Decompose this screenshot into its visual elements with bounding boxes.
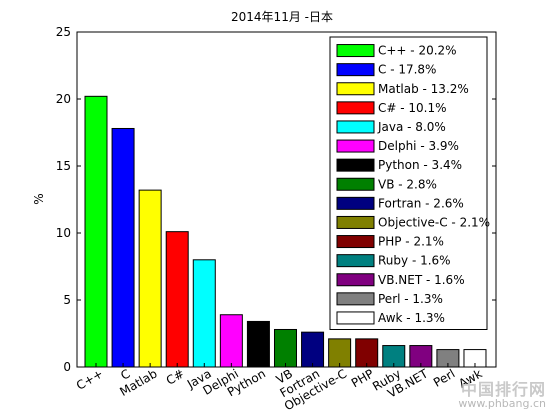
bar-3: [165, 231, 189, 368]
bar-6: [246, 320, 270, 368]
bar-9: [328, 338, 352, 368]
legend-swatch-11: [336, 254, 375, 268]
legend-label-5: Delphi - 3.9%: [378, 139, 459, 153]
bar-1: [111, 127, 135, 368]
legend-label-7: VB - 2.8%: [378, 177, 437, 191]
watermark: 中国排行网 www.phbang.cn: [458, 379, 546, 411]
legend-label-4: Java - 8.0%: [377, 120, 446, 134]
legend-swatch-14: [336, 311, 375, 325]
bars-group: [84, 95, 487, 368]
bar-0: [84, 95, 108, 368]
legend-label-12: VB.NET - 1.6%: [378, 273, 465, 287]
legend-swatch-12: [336, 273, 375, 287]
plot-frame: [76, 31, 497, 368]
bar-7: [273, 328, 297, 368]
legend-swatch-10: [336, 235, 375, 249]
y-tick-label-5: 25: [56, 25, 71, 39]
chart-title: 2014年11月 -日本: [231, 10, 333, 24]
watermark-text: 中国排行网: [460, 379, 546, 399]
legend-label-2: Matlab - 13.2%: [378, 82, 469, 96]
legend-swatch-2: [336, 82, 375, 96]
legend-swatch-6: [336, 158, 375, 172]
legend-swatch-7: [336, 177, 375, 191]
legend-label-6: Python - 3.4%: [378, 158, 462, 172]
legend-swatch-5: [336, 139, 375, 153]
y-tick-label-4: 20: [56, 92, 71, 106]
legend-label-8: Fortran - 2.6%: [378, 196, 464, 210]
x-tick-label-0: C++: [74, 366, 106, 392]
legend-label-10: PHP - 2.1%: [378, 235, 444, 249]
y-tick-label-2: 10: [56, 226, 71, 240]
legend-label-1: C - 17.8%: [378, 63, 436, 77]
y-tick-label-3: 15: [56, 159, 71, 173]
legend-swatch-13: [336, 292, 375, 306]
legend-swatch-3: [336, 101, 375, 115]
legend-label-0: C++ - 20.2%: [378, 44, 457, 58]
legend-swatch-1: [336, 63, 375, 77]
bar-8: [301, 331, 325, 368]
y-tick-label-1: 5: [63, 293, 71, 307]
bar-10: [355, 338, 379, 368]
legend-swatch-4: [336, 120, 375, 134]
legend-label-13: Perl - 1.3%: [378, 292, 443, 306]
watermark-url: www.phbang.cn: [458, 397, 546, 411]
legend-swatch-8: [336, 196, 375, 210]
y-axis-ticks: 0 5 10 15 20 25: [56, 25, 496, 374]
x-tick-label-13: Perl: [431, 366, 457, 389]
x-tick-label-3: C#: [164, 366, 187, 387]
legend-label-14: Awk - 1.3%: [378, 311, 445, 325]
legend-label-9: Objective-C - 2.1%: [378, 215, 490, 229]
y-axis-label: %: [32, 193, 46, 204]
bar-5: [219, 314, 243, 368]
legend-label-11: Ruby - 1.6%: [378, 254, 451, 268]
bar-2: [138, 189, 162, 368]
y-tick-label-0: 0: [63, 360, 71, 374]
legend-label-3: C# - 10.1%: [378, 101, 447, 115]
legend: C++ - 20.2% C - 17.8% Matlab - 13.2% C# - 1…: [329, 36, 490, 330]
legend-swatch-9: [336, 215, 375, 229]
bar-4: [192, 259, 216, 368]
legend-swatch-0: [336, 44, 375, 58]
